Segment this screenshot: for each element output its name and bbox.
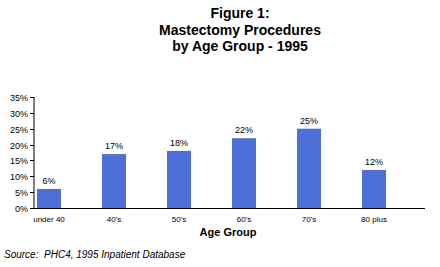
y-tick-label: 35%: [10, 93, 28, 103]
data-label: 25%: [300, 116, 318, 126]
y-tick-label: 20%: [10, 141, 28, 151]
bars: [37, 129, 386, 208]
chart-title: by Age Group - 1995: [172, 38, 308, 54]
source-note: Source: PHC4, 1995 Inpatient Database: [4, 249, 186, 260]
x-axis-line: [34, 208, 425, 209]
x-tick-label: 40's: [107, 215, 121, 224]
y-tick: [30, 145, 34, 146]
chart-title: Figure 1:: [210, 5, 269, 21]
y-tick: [30, 97, 34, 98]
bar: [102, 154, 126, 208]
y-tick-label: 30%: [10, 109, 28, 119]
data-label: 12%: [365, 157, 383, 167]
bar: [167, 151, 191, 208]
y-axis: 0% 5% 10% 15% 20% 25% 30% 35%: [10, 93, 34, 214]
data-label: 6%: [42, 176, 55, 186]
bar: [232, 138, 256, 208]
data-label: 17%: [105, 141, 123, 151]
chart: Figure 1:Mastectomy Proceduresby Age Gro…: [0, 0, 440, 267]
y-tick-label: 0%: [15, 204, 28, 214]
x-axis-title: Age Group: [200, 226, 257, 238]
x-tick-label: 50's: [172, 215, 186, 224]
y-tick: [30, 176, 34, 177]
y-tick-label: 5%: [15, 188, 28, 198]
y-tick: [30, 113, 34, 114]
data-label: 18%: [170, 138, 188, 148]
x-tick-label: 70's: [302, 215, 316, 224]
y-tick: [30, 192, 34, 193]
y-tick-label: 10%: [10, 172, 28, 182]
y-tick-label: 15%: [10, 156, 28, 166]
bar: [362, 170, 386, 208]
x-tick-label: 80 plus: [361, 215, 387, 224]
bar: [37, 189, 61, 208]
x-tick-label: 60's: [237, 215, 251, 224]
bar: [297, 129, 321, 208]
x-tick-label: under 40: [33, 215, 65, 224]
y-tick: [30, 208, 34, 209]
y-tick: [30, 129, 34, 130]
data-label: 22%: [235, 125, 253, 135]
y-tick-label: 25%: [10, 125, 28, 135]
chart-title: Mastectomy Procedures: [159, 22, 321, 38]
y-tick: [30, 160, 34, 161]
